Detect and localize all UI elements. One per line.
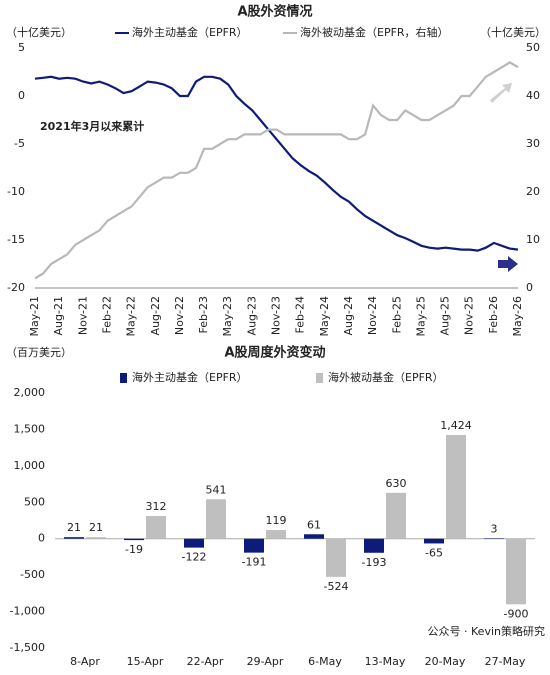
y-tick-label: 5 [18,41,25,54]
value-label: 21 [89,521,103,534]
bar [206,499,226,539]
x-tick-label: May-21 [28,296,41,337]
x-tick-label: 8-Apr [70,655,100,668]
arrow-decor [498,256,518,272]
y-axis-label: （百万美元） [6,346,72,359]
x-tick-label: Nov-21 [76,296,89,335]
legend-label: 海外被动基金（EPFR） [328,370,444,384]
value-label: -191 [242,556,267,569]
y-tick-label: -1,000 [10,605,45,618]
bar [386,492,406,539]
x-tick-label: Feb-23 [197,296,210,333]
value-label: -122 [182,551,207,564]
y-tick-label: 2,000 [14,386,46,399]
y-axis-label: （十亿美元） [6,25,72,39]
annotation: 2021年3月以来累计 [40,119,144,133]
x-tick-label: Nov-24 [366,296,379,335]
value-label: -193 [362,556,387,569]
value-label: 312 [146,500,167,513]
bar [184,538,204,548]
value-label: 119 [266,514,287,527]
y2-tick-label: 20 [526,185,540,198]
x-tick-label: Feb-26 [487,296,500,333]
x-tick-label: 15-Apr [127,655,164,668]
bar [146,515,166,539]
series-line [34,61,519,280]
value-label: 630 [386,477,407,490]
y-tick-label: 1,500 [14,422,46,435]
legend-label: 海外主动基金（EPFR） [132,370,248,384]
legend-swatch [316,373,323,383]
y-tick-label: -15 [7,233,25,246]
bar [244,538,264,553]
value-label: -19 [125,543,143,556]
bar [86,537,106,539]
value-label: 61 [307,518,321,531]
y-tick-label: 0 [18,89,25,102]
y-tick-label: 500 [24,495,45,508]
y-tick-label: 0 [38,532,45,545]
x-tick-label: Feb-24 [294,296,307,333]
value-label: 3 [491,522,498,535]
x-tick-label: 29-Apr [247,655,284,668]
bar [506,538,526,605]
chart-title: A股外资情况 [237,4,312,20]
x-tick-label: May-26 [511,296,524,337]
value-label: -65 [425,546,443,559]
x-tick-label: Nov-25 [463,296,476,335]
x-tick-label: Aug-23 [245,296,258,335]
value-label: 541 [206,483,227,496]
bar [326,538,346,577]
x-tick-label: May-23 [221,296,234,337]
x-tick-label: 13-May [365,655,406,668]
y2-tick-label: 40 [526,89,540,102]
bar [266,530,286,539]
bar [64,537,84,539]
legend-swatch [120,373,127,383]
arrow-decor [490,83,512,103]
x-tick-label: 20-May [425,655,466,668]
x-tick-label: Aug-25 [439,296,452,335]
value-label: 21 [67,521,81,534]
watermark: 公众号 · Kevin策略研究 [428,624,545,638]
x-tick-label: 6-May [308,655,342,668]
x-tick-label: Aug-22 [149,296,162,335]
bar [304,534,324,539]
bar [446,434,466,539]
y-tick-label: -20 [7,281,25,294]
x-tick-label: Aug-21 [52,296,65,335]
value-label: -900 [504,607,529,620]
x-tick-label: 27-May [485,655,526,668]
y-tick-label: -1,500 [10,641,45,654]
chart-title: A股周度外资变动 [224,345,325,361]
y2-tick-label: 30 [526,137,540,150]
legend-label: 海外被动基金（EPFR，右轴） [300,25,449,39]
legend-label: 海外主动基金（EPFR） [132,25,248,39]
x-tick-label: Nov-22 [173,296,186,335]
y2-tick-label: 0 [526,281,533,294]
x-tick-label: Nov-23 [270,296,283,335]
bar [424,538,444,544]
y-tick-label: -500 [20,568,45,581]
series-line [34,75,519,252]
x-tick-label: 22-Apr [187,655,224,668]
y-tick-label: -5 [14,137,25,150]
y2-tick-label: 10 [526,233,540,246]
x-tick-label: May-25 [414,296,427,337]
x-tick-label: May-24 [318,296,331,337]
bar [364,538,384,553]
value-label: 1,424 [440,419,472,432]
bar [484,538,504,539]
x-tick-label: Aug-24 [342,296,355,335]
value-label: -524 [324,580,349,593]
y2-axis-label: （十亿美元） [480,25,546,39]
x-tick-label: Feb-22 [100,296,113,333]
y-tick-label: 1,000 [14,459,46,472]
x-tick-label: May-22 [125,296,138,337]
y2-tick-label: 50 [526,41,540,54]
bar [124,538,144,541]
x-tick-label: Feb-25 [390,296,403,333]
y-tick-label: -10 [7,185,25,198]
